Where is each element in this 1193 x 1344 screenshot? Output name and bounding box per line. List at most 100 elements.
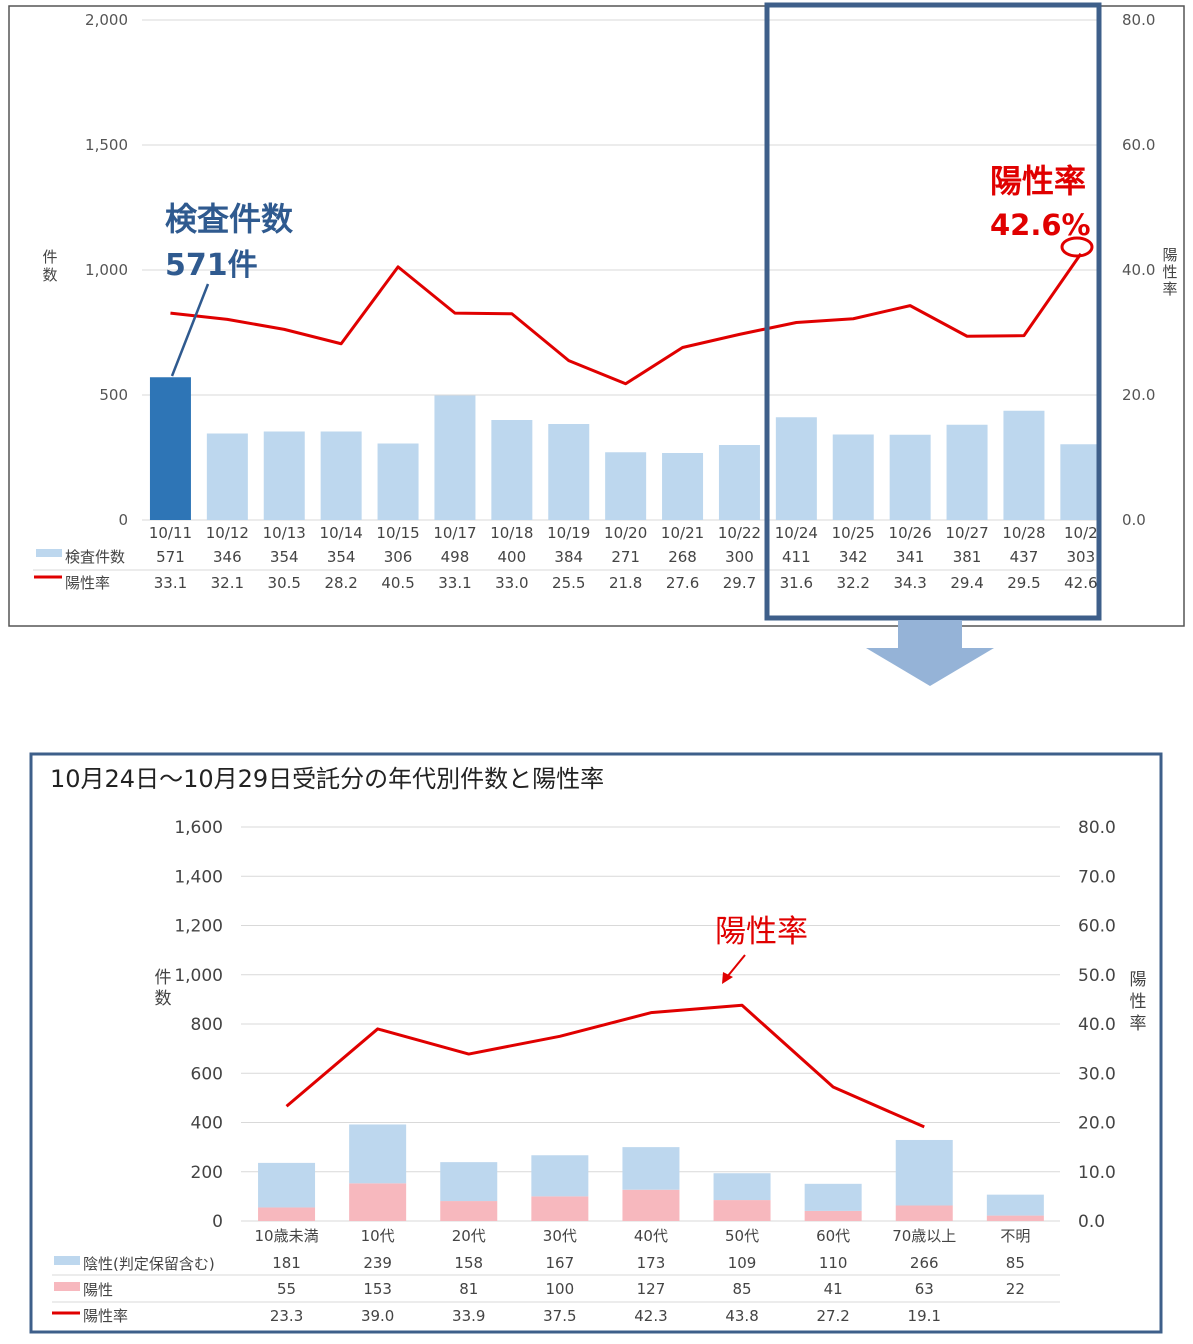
bottom-left-tick-label: 200: [191, 1163, 223, 1183]
top-left-tick-label: 0: [118, 511, 128, 529]
bottom-chart-title: 10月24日～10月29日受託分の年代別件数と陽性率: [50, 765, 604, 793]
bottom-table-negative-cell: 110: [819, 1254, 848, 1272]
bottom-left-tick-label: 1,600: [174, 818, 223, 838]
top-table-count-cell: 571: [156, 548, 185, 566]
top-table-count-cell: 354: [327, 548, 356, 566]
top-bar: [263, 431, 305, 520]
count-annotation-value: 571件: [165, 248, 258, 283]
bottom-bar-negative: [531, 1155, 589, 1197]
top-table-count-cell: 381: [953, 548, 982, 566]
top-table-rate-cell: 29.4: [950, 574, 983, 592]
top-right-tick-label: 80.0: [1122, 11, 1155, 29]
bottom-left-tick-label: 0: [212, 1212, 223, 1232]
bottom-left-tick-label: 800: [191, 1015, 223, 1035]
top-category-label: 10/2: [1064, 524, 1098, 542]
bottom-right-tick-label: 60.0: [1078, 917, 1116, 937]
bottom-table-negative-cell: 173: [637, 1254, 666, 1272]
bottom-table-rate-cell: 42.3: [634, 1307, 667, 1325]
bottom-table-positive-cell: 63: [915, 1280, 934, 1298]
top-table-rate-row: 33.1 32.1 30.5 28.2 40.5 33.1 33.0 25.5 21.8 27.6…: [154, 574, 1098, 592]
bottom-right-tick-label: 0.0: [1078, 1212, 1105, 1232]
bottom-bar-negative: [895, 1139, 953, 1206]
top-category-label: 10/12: [206, 524, 249, 542]
bottom-table-rate-cell: 37.5: [543, 1307, 576, 1325]
top-table-rate-cell: 21.8: [609, 574, 642, 592]
top-left-tick-label: 2,000: [85, 11, 128, 29]
top-bar: [775, 417, 817, 520]
bottom-table-positive-cell: 85: [733, 1280, 752, 1298]
bottom-table-positive-cell: 41: [824, 1280, 843, 1298]
bottom-table-rate-cell: 33.9: [452, 1307, 485, 1325]
bottom-right-tick-label: 20.0: [1078, 1114, 1116, 1134]
top-table-rate-cell: 40.5: [381, 574, 414, 592]
bottom-rate-annotation-arrow: [722, 954, 746, 984]
bottom-left-tick-label: 1,000: [174, 966, 223, 986]
count-annotation-title: 検査件数: [165, 200, 294, 238]
count-annotation-pointer: [170, 283, 210, 377]
top-bar: [149, 377, 191, 520]
bottom-table-negative-row: 181 239 158 167 173 109 110 266 85: [272, 1254, 1025, 1272]
bottom-table-positive-cell: 153: [363, 1280, 392, 1298]
top-table-rate-cell: 25.5: [552, 574, 585, 592]
bottom-left-tick-label: 1,200: [174, 917, 223, 937]
bottom-right-tick-label: 40.0: [1078, 1015, 1116, 1035]
top-table-rate-cell: 29.5: [1007, 574, 1040, 592]
bottom-bar-negative: [986, 1194, 1044, 1216]
top-legend-bar-label: 検査件数: [65, 548, 125, 566]
top-right-axis-label-3: 率: [1162, 280, 1177, 298]
bottom-bar-negative: [713, 1173, 771, 1201]
top-table-rate-cell: 32.1: [211, 574, 244, 592]
top-table-rate-cell: 33.0: [495, 574, 528, 592]
top-table-count-cell: 498: [441, 548, 470, 566]
bottom-category-labels: 10歳未満 10代 20代 30代 40代 50代 60代 70歳以上 不明: [255, 1227, 1031, 1245]
bottom-right-tick-label: 80.0: [1078, 818, 1116, 838]
bottom-table-rate-cell: 19.1: [908, 1307, 941, 1325]
top-table-rate-cell: 33.1: [154, 574, 187, 592]
top-table-count-cell: 303: [1067, 548, 1096, 566]
bottom-left-axis-ticks: 1,600 1,400 1,200 1,000 800 600 400 200 0: [174, 818, 223, 1232]
bottom-table-positive-cell: 22: [1006, 1280, 1025, 1298]
bottom-rate-annotation: 陽性率: [715, 914, 808, 950]
bottom-category-label: 10代: [361, 1227, 395, 1245]
bottom-table-rate-cell: 27.2: [816, 1307, 849, 1325]
top-bar: [605, 452, 647, 520]
top-category-label: 10/27: [945, 524, 988, 542]
bottom-bar-negative: [804, 1183, 862, 1211]
bottom-bar-positive: [440, 1201, 498, 1221]
top-bar: [946, 424, 988, 520]
bottom-category-label: 50代: [725, 1227, 759, 1245]
bottom-legend-negative-label: 陰性(判定保留含む): [83, 1255, 215, 1273]
bottom-category-label: 70歳以上: [892, 1227, 956, 1245]
top-bar: [206, 433, 248, 520]
top-category-label: 10/24: [775, 524, 818, 542]
top-table-count-cell: 306: [384, 548, 413, 566]
bottom-bar-positive: [622, 1189, 680, 1221]
bottom-chart-frame: [29, 752, 1163, 1334]
top-right-axis-ticks: 80.0 60.0 40.0 20.0 0.0: [1122, 11, 1155, 529]
bottom-right-axis-ticks: 80.0 70.0 60.0 50.0 40.0 30.0 20.0 10.0 0.0: [1078, 818, 1116, 1232]
bottom-table-negative-cell: 181: [272, 1254, 301, 1272]
top-left-axis-ticks: 2,000 1,500 1,000 500 0: [85, 11, 128, 529]
top-left-tick-label: 1,000: [85, 261, 128, 279]
rate-annotation-title: 陽性率: [990, 162, 1086, 200]
bottom-right-tick-label: 70.0: [1078, 867, 1116, 887]
bottom-table-negative-cell: 109: [728, 1254, 757, 1272]
bottom-table-positive-row: 55 153 81 100 127 85 41 63 22: [277, 1280, 1025, 1298]
top-table-count-cell: 342: [839, 548, 868, 566]
bottom-legend-positive-swatch: [54, 1282, 80, 1291]
bottom-table-negative-cell: 239: [363, 1254, 392, 1272]
bottom-bar-positive: [713, 1200, 771, 1221]
top-category-label: 10/19: [547, 524, 590, 542]
top-table-rate-cell: 28.2: [324, 574, 357, 592]
bottom-left-axis-label-1: 件: [155, 968, 172, 988]
top-category-label: 10/14: [320, 524, 363, 542]
bottom-bar-negative: [258, 1162, 316, 1208]
bottom-legend-line-label: 陽性率: [83, 1307, 128, 1325]
bottom-left-tick-label: 1,400: [174, 867, 223, 887]
bottom-table-rate-cell: 43.8: [725, 1307, 758, 1325]
top-table-count-cell: 271: [611, 548, 640, 566]
top-left-tick-label: 500: [99, 386, 128, 404]
top-bar: [377, 443, 419, 520]
top-bar: [320, 431, 362, 520]
top-left-axis-label-1: 件: [42, 248, 57, 266]
